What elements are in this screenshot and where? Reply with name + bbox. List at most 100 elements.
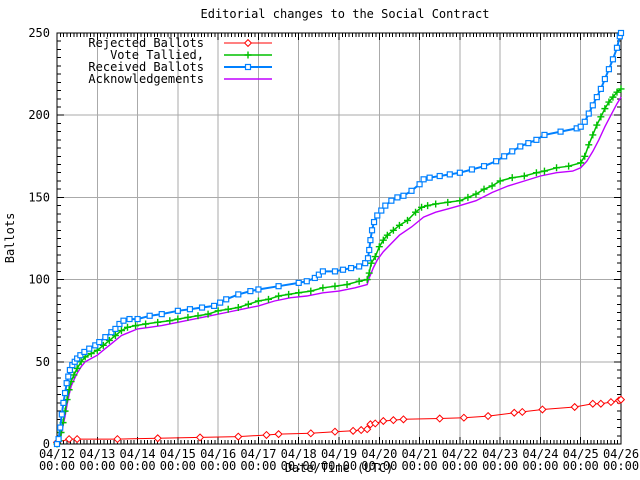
plus-marker [154,318,162,326]
square-marker [362,260,369,267]
diamond-marker [64,434,74,444]
square-marker [426,174,433,181]
square-marker [408,187,415,194]
plus-marker [105,336,113,344]
square-marker [533,136,540,143]
square-marker [456,169,463,176]
square-marker [366,246,373,254]
plus-marker [480,185,488,193]
plus-marker [73,364,81,372]
square-marker [331,268,339,275]
plus-marker [331,282,339,290]
plus-marker [343,281,351,289]
diamond-marker [459,413,468,422]
x-tick-label-time: 00:00 [321,459,357,473]
square-marker [74,355,81,362]
diamond-marker [483,411,493,421]
diamond-marker [379,416,388,426]
plus-marker [456,197,464,205]
diamond-marker [389,416,398,425]
plus-marker [383,231,391,239]
diamond-marker [570,402,579,412]
square-marker [436,172,443,180]
legend-label: Received Ballots [88,60,204,74]
plus-marker [244,51,252,59]
y-tick-label: 250 [28,26,50,40]
plus-marker [444,198,452,206]
plus-marker [365,269,373,277]
square-marker [96,338,103,346]
plus-marker [224,305,232,313]
plus-marker [142,320,150,328]
plus-marker [174,315,182,323]
plus-marker [389,226,397,234]
diamond-marker [399,415,408,424]
plus-marker [617,85,625,93]
plus-marker [234,304,242,312]
square-marker [319,268,326,275]
diamond-marker [588,399,597,408]
plus-marker [589,131,597,139]
legend-label: Rejected Ballots [88,36,204,50]
square-marker [116,320,123,328]
square-marker [60,399,67,406]
plus-marker [553,164,561,172]
plus-marker [244,300,252,308]
square-marker [382,202,389,209]
plus-marker [254,297,262,305]
legend-label: Acknowledgements [88,72,204,86]
square-marker [364,255,372,262]
square-marker [525,140,532,147]
plus-marker [609,93,617,101]
square-marker [146,312,153,319]
square-marker [347,264,355,272]
square-marker [58,411,65,418]
x-tick-label-time: 00:00 [160,459,196,473]
square-marker [585,110,592,117]
square-marker [617,29,625,37]
square-marker [295,279,302,286]
plus-marker [99,341,107,349]
diamond-marker [153,434,162,443]
diamond-marker [518,407,527,417]
x-tick-label-time: 00:00 [402,459,438,473]
plus-marker [70,371,78,379]
legend-item-acknowledgements: Acknowledgements [88,72,272,86]
square-marker [134,315,141,323]
square-marker [223,296,230,303]
square-marker [174,307,181,314]
square-marker [211,302,218,310]
square-marker [77,352,84,359]
square-marker [609,56,617,63]
square-marker [501,153,508,160]
x-tick-label-date: 04/16 [200,447,236,461]
plus-marker [319,284,327,292]
square-marker [311,274,318,282]
square-marker [112,325,119,333]
square-marker [275,283,282,290]
plus-marker [204,310,212,318]
x-tick-label-time: 00:00 [281,459,317,473]
x-tick-label-date: 04/14 [120,447,156,461]
square-marker [613,44,621,51]
x-axis-title: Date/Time (UTC) [285,461,393,475]
square-marker [158,311,165,318]
square-marker [374,212,381,219]
plus-marker [593,121,601,129]
square-marker [368,227,376,234]
square-marker [53,440,61,448]
x-tick-label-date: 04/15 [160,447,196,461]
x-tick-label-time: 00:00 [39,459,75,473]
square-marker [66,366,73,374]
y-tick-label: 100 [28,273,50,287]
diamond-marker [306,429,315,438]
square-marker [388,197,395,204]
square-marker [81,348,88,356]
plus-marker [601,105,609,113]
y-tick-label: 50 [36,355,50,369]
x-tick-label-date: 04/23 [482,447,518,461]
square-marker [102,334,109,341]
diamond-marker [435,414,444,423]
square-marker [198,304,206,311]
